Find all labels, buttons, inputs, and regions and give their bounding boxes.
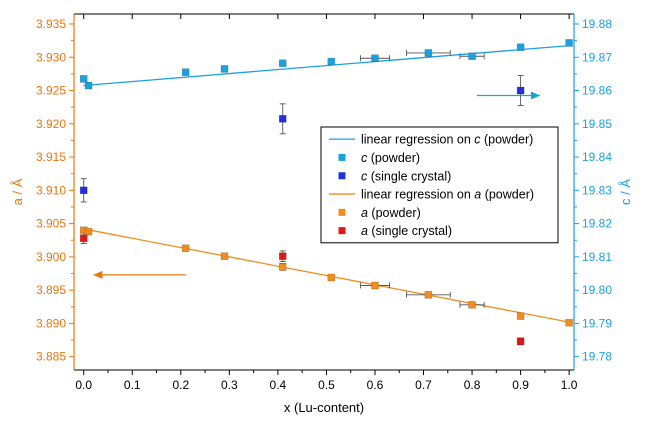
c-single-point	[79, 186, 88, 195]
right-tick-label: 19.82	[582, 217, 612, 231]
arrow-left-head	[93, 270, 103, 279]
a-single-point	[278, 252, 287, 261]
left-tick-label: 3.915	[36, 150, 66, 164]
c-powder-point	[84, 81, 93, 90]
a-powder-point	[327, 273, 336, 282]
left-tick-label: 3.890	[36, 316, 66, 330]
x-tick-label: 0.2	[172, 378, 189, 392]
x-axis-title: x (Lu-content)	[284, 400, 364, 415]
a-single-point	[516, 337, 525, 346]
legend-box	[320, 126, 559, 244]
x-tick-label: 0.9	[512, 378, 529, 392]
a-powder-point	[516, 312, 525, 320]
a-powder-point	[278, 263, 287, 271]
right-axis-title: c / Å	[618, 179, 633, 205]
a-powder-point	[84, 227, 93, 236]
c-powder-point	[327, 57, 336, 66]
left-tick-label: 3.920	[36, 117, 66, 131]
left-tick-label: 3.925	[36, 84, 66, 98]
c-single-point	[278, 115, 287, 123]
right-tick-label: 19.86	[582, 84, 612, 98]
c-powder-point	[516, 43, 525, 52]
a-powder-point	[220, 252, 229, 261]
right-tick-label: 19.87	[582, 50, 612, 64]
a-powder-point	[181, 244, 190, 253]
left-tick-label: 3.905	[36, 217, 66, 231]
x-tick-label: 0.8	[464, 378, 481, 392]
legend-label: linear regression on c (powder)	[361, 133, 533, 147]
c-powder-point	[468, 52, 476, 61]
x-tick-label: 1.0	[561, 378, 578, 392]
x-tick-label: 0.1	[124, 378, 141, 392]
left-tick-label: 3.885	[36, 350, 66, 364]
legend-square-marker	[338, 172, 346, 180]
x-tick-label: 0.7	[415, 378, 432, 392]
legend-label: c (single crystal)	[361, 169, 451, 183]
a-powder-point	[565, 318, 573, 327]
legend-square-marker	[338, 153, 346, 161]
c-powder-point	[424, 49, 433, 57]
a-single-point	[79, 234, 88, 243]
legend-square-marker	[338, 227, 346, 235]
right-tick-label: 19.85	[582, 117, 612, 131]
left-tick-label: 3.935	[36, 17, 66, 31]
a-powder-point	[371, 281, 379, 290]
x-tick-label: 0.4	[270, 378, 287, 392]
x-tick-label: 0.6	[367, 378, 384, 392]
left-tick-label: 3.910	[36, 183, 66, 197]
left-tick-label: 3.930	[36, 50, 66, 64]
right-tick-label: 19.78	[582, 350, 612, 364]
right-tick-label: 19.83	[582, 183, 612, 197]
arrow-right-head	[531, 91, 541, 100]
c-powder-point	[565, 39, 573, 47]
c-single-point	[516, 86, 525, 95]
left-tick-label: 3.900	[36, 250, 66, 264]
c-fit-regression-line	[83, 44, 570, 87]
left-tick-label: 3.895	[36, 283, 66, 297]
c-powder-point	[220, 65, 229, 73]
legend-label: linear regression on a (powder)	[361, 188, 534, 202]
left-axis-title: a / Å	[10, 178, 25, 205]
right-tick-label: 19.79	[582, 316, 612, 330]
right-tick-label: 19.84	[582, 150, 612, 164]
a-powder-point	[468, 300, 476, 309]
right-tick-label: 19.88	[582, 17, 612, 31]
legend-label: a (powder)	[361, 206, 421, 220]
c-powder-point	[371, 54, 379, 63]
right-tick-label: 19.81	[582, 250, 612, 264]
x-tick-label: 0.5	[318, 378, 335, 392]
legend-label: c (powder)	[361, 151, 420, 165]
right-tick-label: 19.80	[582, 283, 612, 297]
x-tick-label: 0.0	[75, 378, 92, 392]
c-powder-point	[278, 59, 287, 68]
a-powder-point	[424, 291, 433, 299]
a-fit-regression-line	[83, 228, 570, 323]
c-powder-point	[79, 75, 88, 83]
legend-label: a (single crystal)	[361, 224, 452, 238]
legend-square-marker	[338, 208, 346, 216]
x-tick-label: 0.3	[221, 378, 238, 392]
c-powder-point	[181, 68, 190, 77]
